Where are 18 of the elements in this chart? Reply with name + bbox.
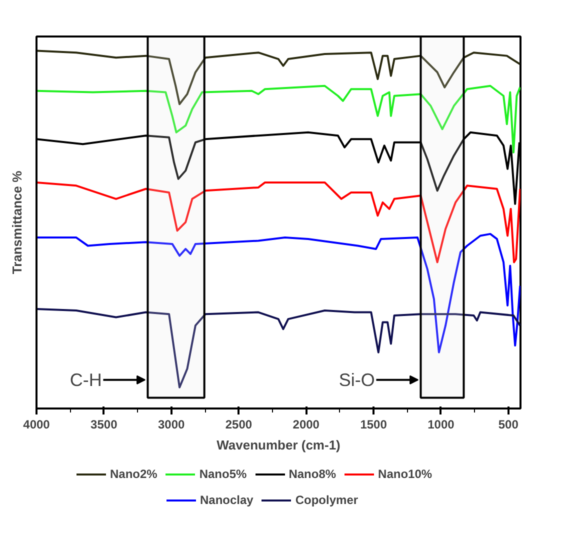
x-axis-title: Wavenumber (cm-1) (216, 438, 340, 452)
y-axis-title: Transmittance % (10, 170, 24, 274)
legend-label: Nano10% (378, 467, 432, 481)
band-label: C-H (70, 370, 102, 390)
x-tick-label: 1000 (428, 418, 455, 432)
x-tick-label: 1500 (360, 418, 388, 432)
x-tick-label: 3000 (158, 418, 185, 432)
legend-label: Nanoclay (200, 493, 254, 507)
legend-label: Copolymer (295, 493, 358, 507)
band-label: Si-O (338, 370, 375, 390)
x-tick-label: 3500 (90, 418, 118, 432)
x-tick-label: 4000 (23, 418, 50, 432)
x-tick-label: 500 (498, 418, 519, 432)
legend-label: Nano5% (199, 467, 247, 481)
legend-label: Nano8% (288, 467, 336, 481)
legend-label: Nano2% (110, 467, 158, 481)
x-tick-label: 2000 (292, 418, 320, 432)
x-tick-label: 2500 (225, 418, 252, 432)
